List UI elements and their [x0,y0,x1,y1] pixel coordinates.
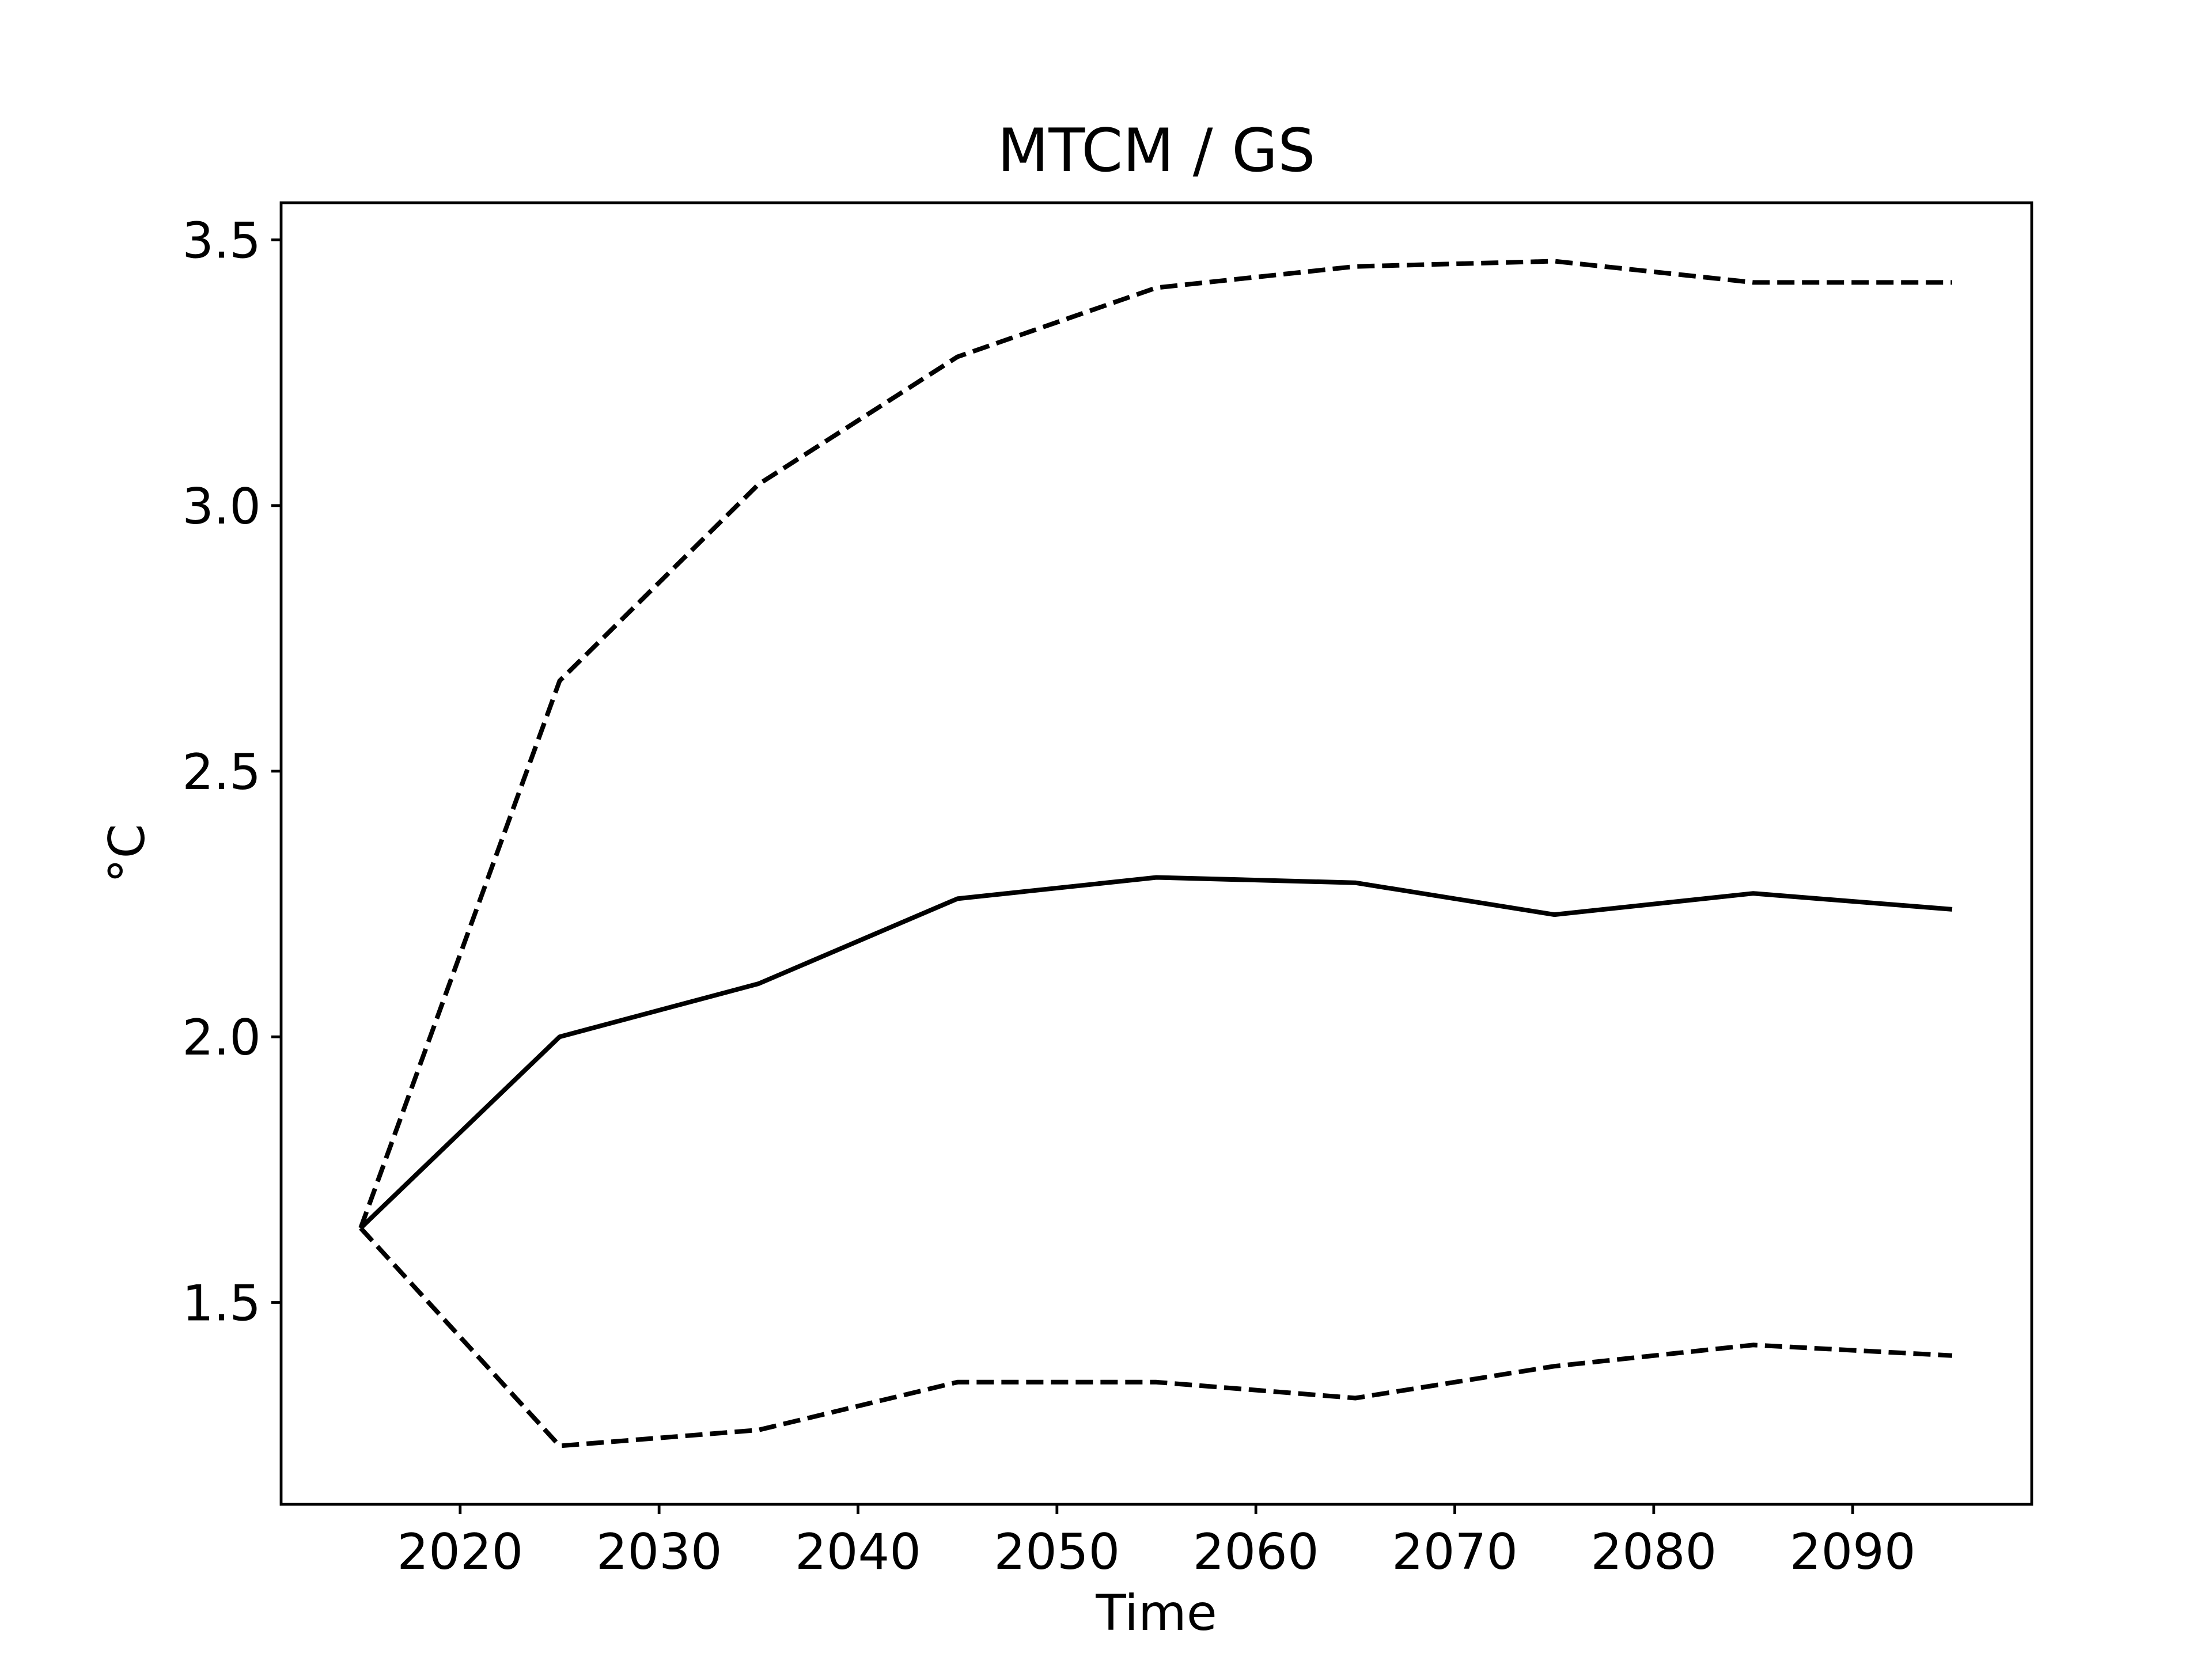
x-tick-label: 2090 [1790,1523,1916,1581]
y-tick-label: 3.5 [182,213,261,270]
x-tick-label: 2040 [795,1523,921,1581]
y-axis-ticks: 1.5 2.0 2.5 3.0 3.5 [182,213,281,1332]
x-tick-label: 2070 [1392,1523,1518,1581]
x-tick-label: 2020 [397,1523,523,1581]
x-tick-label: 2060 [1193,1523,1319,1581]
series-layer [358,259,1953,1448]
plot-frame [279,201,2033,1506]
y-tick-label: 2.5 [182,744,261,801]
y-axis-label: °C [99,824,156,883]
y-tick-label: 3.0 [182,478,261,536]
y-tick-label: 1.5 [182,1275,261,1332]
dashed-series-line-2 [359,1226,1953,1448]
x-tick-label: 2030 [596,1523,722,1581]
chart-title: MTCM / GS [998,116,1316,185]
x-axis-ticks: 2020 2030 2040 2050 2060 2070 2080 2090 [397,1504,1916,1581]
x-tick-label: 2080 [1590,1523,1717,1581]
x-tick-label: 2050 [994,1523,1120,1581]
solid-series-line-0 [359,875,1953,1230]
x-axis-label: Time [1095,1584,1217,1642]
y-tick-label: 2.0 [182,1009,261,1067]
dashed-series-line-1 [358,259,1952,1229]
